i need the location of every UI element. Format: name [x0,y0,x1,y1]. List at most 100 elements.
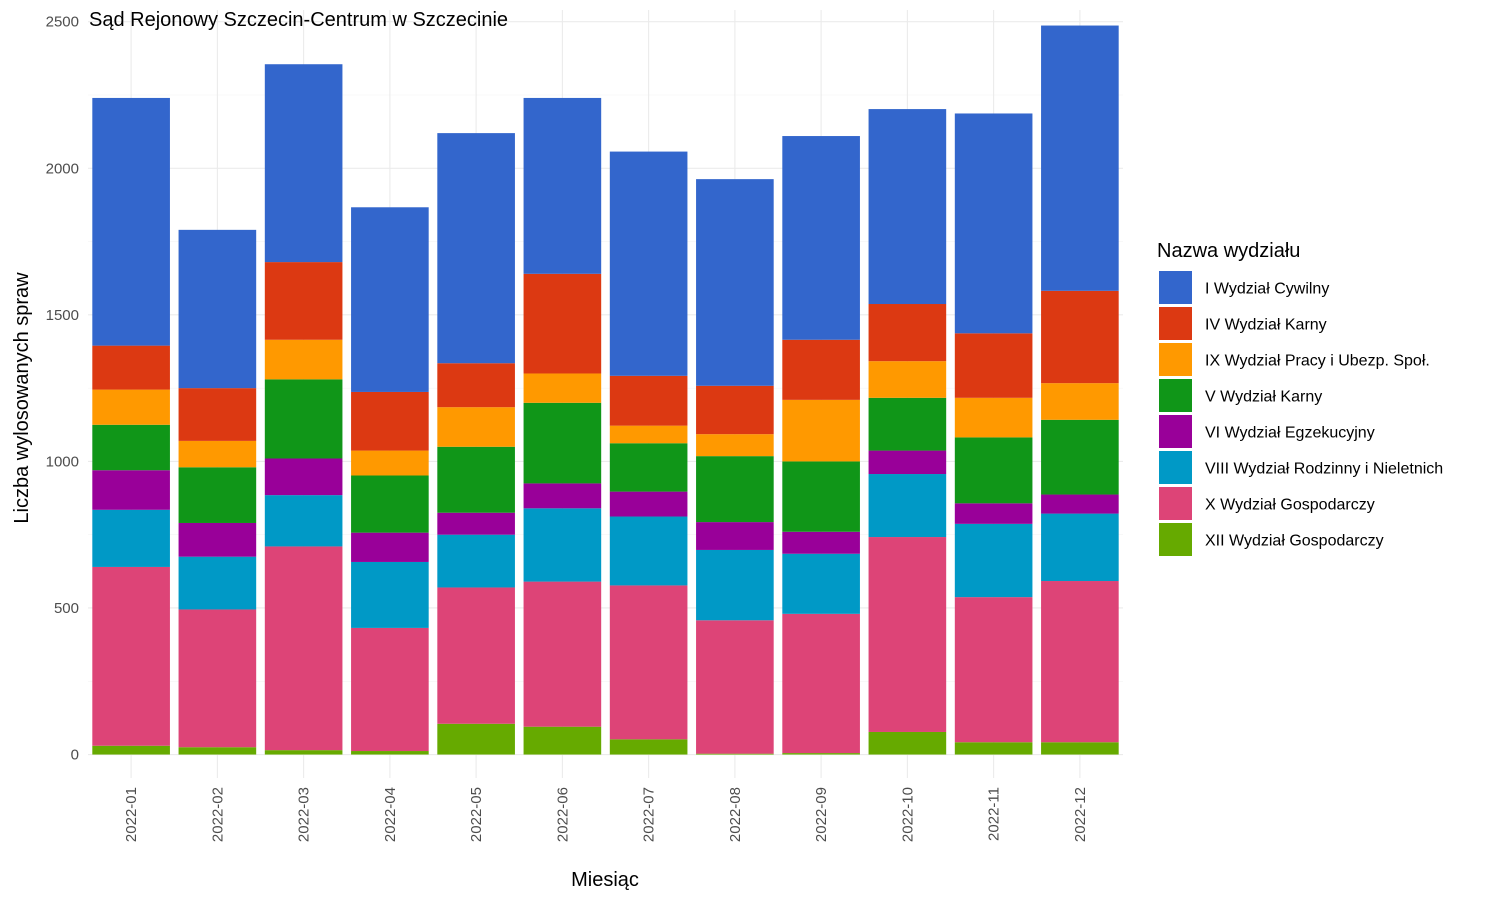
bar-segment: 2022-12 — V Wydział Karny: 255 [1041,419,1119,495]
bar-segment: 2022-08 — X Wydział Gospodarczy: 455 [696,620,774,754]
bar-segment: 2022-02 — IX Wydział Pracy i Ubezp. Społ… [178,440,257,468]
bar-segment: 2022-03 — I Wydział Cywilny: 675 [264,64,343,263]
bar-segment: 2022-09 — IX Wydział Pracy i Ubezp. Społ… [782,399,860,462]
x-tick-label: 2022-08 [727,787,744,842]
bar-segment: 2022-05 — IX Wydział Pracy i Ubezp. Społ… [437,407,515,447]
legend-key [1159,523,1192,556]
y-tick-label: 2500 [46,14,79,31]
bar-segment: 2022-10 — I Wydział Cywilny: 665 [868,109,947,305]
bar-segment: 2022-08 — VI Wydział Egzekucyjny: 95 [696,522,774,550]
legend-key [1159,379,1192,412]
legend-label: VI Wydział Egzekucyjny [1205,425,1375,442]
bar-segment: 2022-01 — IX Wydział Pracy i Ubezp. Społ… [92,389,170,425]
y-tick-label: 0 [71,747,79,764]
bar-segment: 2022-12 — IV Wydział Karny: 315 [1041,290,1119,384]
bar-segment: 2022-07 — I Wydział Cywilny: 765 [609,151,688,376]
y-axis-title: Liczba wylosowanych spraw [11,272,33,524]
bar-segment: 2022-10 — X Wydział Gospodarczy: 665 [868,537,947,732]
y-tick-label: 2000 [46,160,79,177]
bar-segment: 2022-06 — X Wydział Gospodarczy: 495 [523,581,602,727]
bar-segment: 2022-04 — V Wydział Karny: 195 [351,475,429,533]
bar-segment: 2022-09 — VIII Wydział Rodzinny i Nielet… [782,553,860,614]
bar-segment: 2022-06 — VI Wydział Egzekucyjny: 85 [523,483,602,509]
bar-segment: 2022-10 — VIII Wydział Rodzinny i Nielet… [868,474,947,538]
bar-segment: 2022-11 — VI Wydział Egzekucyjny: 70 [954,503,1033,524]
y-tick-label: 1000 [46,453,79,470]
y-tick-label: 1500 [46,307,79,324]
legend-title: Nazwa wydziału [1157,240,1300,262]
legend-label: VIII Wydział Rodzinny i Nieletnich [1205,461,1443,478]
bar-segment: 2022-12 — VIII Wydział Rodzinny i Nielet… [1041,513,1119,582]
x-tick-label: 2022-03 [296,787,313,842]
bar-segment: 2022-06 — I Wydział Cywilny: 600 [523,97,602,274]
legend-key [1159,271,1192,304]
bar-segment: 2022-06 — XII Wydział Gospodarczy: 95 [523,726,602,755]
bars: 2022-01 — XII Wydział Gospodarczy: 30202… [92,25,1119,755]
bar-segment: 2022-07 — VIII Wydział Rodzinny i Nielet… [609,516,688,586]
bar-segment: 2022-08 — IV Wydział Karny: 165 [696,385,774,435]
bar-segment: 2022-09 — XII Wydział Gospodarczy: 5 [782,753,860,755]
bar-segment: 2022-11 — IX Wydział Pracy i Ubezp. Społ… [954,397,1033,438]
bar-segment: 2022-02 — I Wydział Cywilny: 540 [178,229,257,389]
bar-segment: 2022-05 — X Wydział Gospodarczy: 465 [437,587,515,724]
bar-segment: 2022-04 — X Wydział Gospodarczy: 420 [351,627,429,752]
bar-segment: 2022-01 — XII Wydział Gospodarczy: 30 [92,745,170,755]
bar-segment: 2022-02 — VIII Wydział Rodzinny i Nielet… [178,556,257,610]
bar-segment: 2022-09 — X Wydział Gospodarczy: 475 [782,613,860,754]
bar-segment: 2022-04 — IV Wydział Karny: 200 [351,391,429,451]
legend-key [1159,451,1192,484]
bar-segment: 2022-04 — I Wydział Cywilny: 630 [351,207,429,392]
bar-segment: 2022-10 — V Wydział Karny: 180 [868,397,947,451]
legend-key [1159,343,1192,376]
bar-segment: 2022-02 — VI Wydział Egzekucyjny: 115 [178,522,257,557]
bar-segment: 2022-12 — I Wydział Cywilny: 905 [1041,25,1119,291]
bar-segment: 2022-10 — VI Wydział Egzekucyjny: 80 [868,450,947,475]
bar-segment: 2022-05 — I Wydział Cywilny: 785 [437,133,515,364]
bar-segment: 2022-09 — I Wydział Cywilny: 695 [782,136,860,340]
bar-segment: 2022-02 — XII Wydział Gospodarczy: 25 [178,747,257,755]
axes: 0 500 1000 1500 2000 2500 2022-01 2022-02 2022-0… [46,14,1089,842]
bar-segment: 2022-07 — IX Wydział Pracy i Ubezp. Społ… [609,425,688,444]
bar-segment: 2022-07 — VI Wydział Egzekucyjny: 85 [609,491,688,517]
bar-segment: 2022-11 — V Wydział Karny: 225 [954,437,1033,504]
bar-segment: 2022-12 — IX Wydział Pracy i Ubezp. Społ… [1041,383,1119,420]
x-tick-label: 2022-10 [899,787,916,842]
legend-key [1159,415,1192,448]
bar-segment: 2022-08 — V Wydział Karny: 225 [696,456,774,523]
bar-segment: 2022-04 — VI Wydział Egzekucyjny: 100 [351,532,429,562]
legend-label: X Wydział Gospodarczy [1205,497,1375,514]
bar-segment: 2022-02 — IV Wydział Karny: 180 [178,388,257,441]
legend-key [1159,487,1192,520]
bar-segment: 2022-10 — XII Wydział Gospodarczy: 77 [868,731,947,755]
bar-segment: 2022-11 — X Wydział Gospodarczy: 495 [954,597,1033,743]
bar-segment: 2022-09 — V Wydział Karny: 240 [782,461,860,532]
bar-segment: 2022-07 — V Wydział Karny: 165 [609,443,688,492]
chart-title: Sąd Rejonowy Szczecin-Centrum w Szczecin… [89,9,508,31]
bar-segment: 2022-03 — VI Wydział Egzekucyjny: 125 [264,458,343,496]
bar-segment: 2022-02 — X Wydział Gospodarczy: 470 [178,609,257,748]
bar-segment: 2022-03 — IX Wydział Pracy i Ubezp. Społ… [264,339,343,380]
bar-segment: 2022-01 — X Wydział Gospodarczy: 610 [92,566,170,746]
legend-label: XII Wydział Gospodarczy [1205,533,1384,550]
bar-segment: 2022-05 — VI Wydział Egzekucyjny: 75 [437,512,515,535]
x-tick-label: 2022-07 [641,787,658,842]
bar-segment: 2022-01 — VIII Wydział Rodzinny i Nielet… [92,509,170,567]
bar-segment: 2022-06 — IX Wydział Pracy i Ubezp. Społ… [523,373,602,403]
bar-segment: 2022-12 — X Wydział Gospodarczy: 550 [1041,581,1119,743]
y-tick-label: 500 [54,600,79,617]
x-tick-label: 2022-09 [813,787,830,842]
bar-segment: 2022-09 — VI Wydział Egzekucyjny: 75 [782,531,860,554]
x-tick-label: 2022-11 [986,787,1003,841]
legend-label: IX Wydział Pracy i Ubezp. Społ. [1205,353,1430,370]
bar-segment: 2022-12 — VI Wydział Egzekucyjny: 65 [1041,494,1119,514]
bar-segment: 2022-03 — X Wydział Gospodarczy: 695 [264,546,343,751]
bar-segment: 2022-01 — I Wydział Cywilny: 845 [92,97,170,346]
x-tick-label: 2022-02 [209,787,226,842]
x-axis-title: Miesiąc [571,869,639,891]
bar-segment: 2022-08 — VIII Wydział Rodzinny i Nielet… [696,549,774,621]
bar-segment: 2022-08 — IX Wydział Pracy i Ubezp. Społ… [696,434,774,457]
bar-segment: 2022-06 — VIII Wydział Rodzinny i Nielet… [523,508,602,582]
x-tick-label: 2022-06 [554,787,571,842]
bar-segment: 2022-09 — IV Wydział Karny: 205 [782,339,860,400]
legend-key [1159,307,1192,340]
